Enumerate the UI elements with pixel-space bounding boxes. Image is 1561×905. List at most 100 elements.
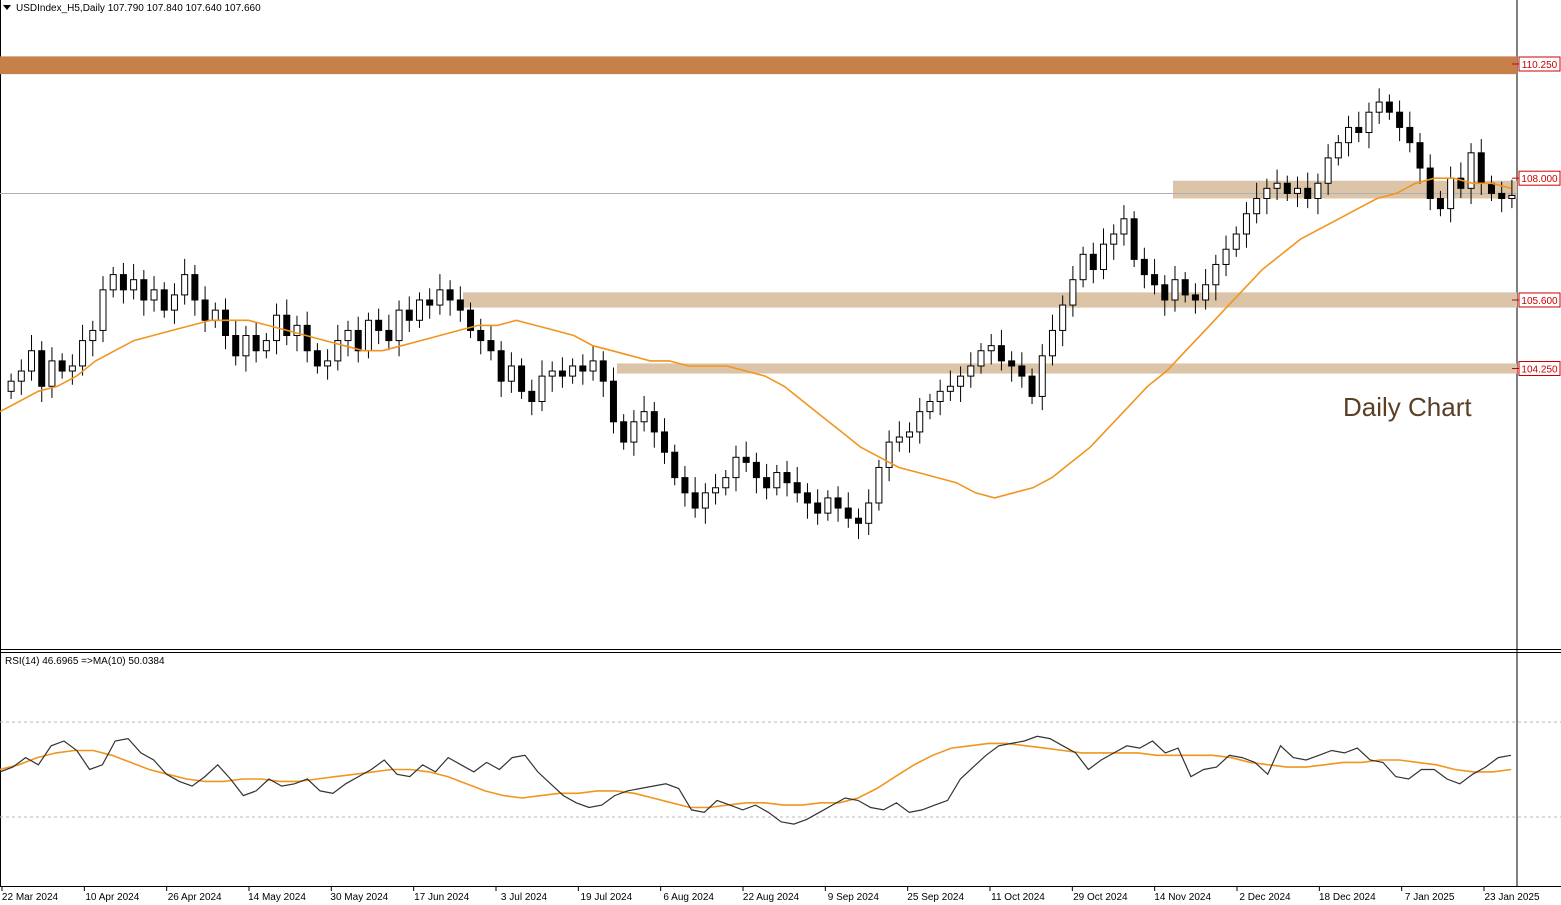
x-axis-label-text: 22 Aug 2024 — [743, 892, 800, 903]
candle-body-up — [150, 289, 158, 301]
candle-body-up — [262, 340, 270, 352]
candle — [661, 418, 669, 464]
candle — [130, 263, 138, 300]
candle-body-down — [191, 274, 199, 301]
candles-layer — [7, 88, 1516, 540]
candle — [1161, 275, 1169, 316]
candle — [701, 483, 709, 524]
candle — [548, 361, 556, 392]
candle — [487, 324, 495, 361]
candle — [334, 324, 342, 371]
price-label-text: 104.250 — [1521, 365, 1558, 376]
candle-body-down — [456, 299, 464, 311]
candle — [252, 321, 260, 363]
candle-body-up — [1365, 111, 1373, 134]
candle-body-down — [763, 477, 771, 489]
candle — [303, 311, 311, 363]
candle-body-up — [865, 502, 873, 524]
candle — [630, 410, 638, 456]
candle-body-up — [538, 375, 546, 402]
candle-body-up — [1467, 152, 1475, 189]
candle — [1151, 258, 1159, 295]
candle — [222, 298, 230, 350]
collapse-triangle-icon[interactable] — [3, 5, 11, 10]
candle — [191, 264, 199, 316]
candle-body-down — [1457, 177, 1465, 189]
x-axis-label-text: 18 Dec 2024 — [1319, 892, 1376, 903]
candle-body-up — [436, 289, 444, 306]
candle — [1396, 100, 1404, 142]
candle — [354, 316, 362, 363]
x-axis-label-text: 23 Jan 2025 — [1484, 892, 1539, 903]
candle — [1232, 226, 1240, 257]
candle-body-up — [364, 319, 372, 352]
candle-body-up — [906, 431, 914, 438]
candle-body-up — [1447, 177, 1455, 210]
candle — [1416, 133, 1424, 184]
price-label-text: 105.600 — [1521, 296, 1558, 307]
x-axis-label-text: 6 Aug 2024 — [663, 892, 714, 903]
candle — [467, 302, 475, 339]
x-axis-label: 26 Apr 2024 — [166, 886, 222, 903]
candle — [752, 452, 760, 494]
candle — [569, 358, 577, 384]
candle — [1436, 190, 1444, 217]
candle-body-down — [303, 324, 311, 352]
moving-average-line — [0, 177, 1512, 499]
candle — [477, 318, 485, 355]
symbol-header: USDIndex_H5,Daily 107.790 107.840 107.64… — [16, 3, 261, 14]
x-axis-label: 11 Oct 2024 — [989, 886, 1045, 903]
candle-body-down — [1089, 253, 1097, 271]
candle — [242, 325, 250, 372]
candle — [68, 354, 76, 385]
price-label: 108.000 — [1512, 170, 1561, 186]
candle-body-up — [1059, 304, 1067, 331]
rsi-header: RSI(14) 46.6965 =>MA(10) 50.0384 — [5, 656, 165, 667]
candle — [844, 492, 852, 528]
candle-body-down — [1416, 142, 1424, 169]
candle — [446, 280, 454, 316]
candle — [558, 357, 566, 388]
candle-body-down — [283, 314, 291, 337]
candle — [773, 464, 781, 496]
candle-body-down — [160, 289, 168, 311]
candle — [854, 508, 862, 540]
candle — [865, 489, 873, 535]
candle — [936, 379, 944, 416]
candle-body-down — [446, 289, 454, 301]
zone-105.600 — [463, 292, 1517, 308]
candle — [507, 352, 515, 393]
candle-body-up — [1232, 233, 1240, 250]
zone-104.250 — [617, 363, 1517, 374]
candle — [140, 270, 148, 316]
candle — [1140, 247, 1148, 289]
candle-body-up — [1171, 279, 1179, 301]
candle-body-down — [38, 350, 46, 387]
candle-body-down — [1151, 274, 1159, 286]
candle-body-down — [599, 360, 607, 382]
candle-body-up — [824, 497, 832, 514]
candle — [671, 444, 679, 486]
candle — [1048, 314, 1056, 366]
candle-body-down — [354, 329, 362, 352]
candle-body-up — [415, 299, 423, 321]
candle-body-down — [252, 335, 260, 352]
candle-body-down — [1018, 365, 1026, 377]
candle-body-down — [1396, 111, 1404, 128]
candle — [283, 299, 291, 346]
x-axis-label: 19 Jul 2024 — [577, 886, 633, 903]
candle-body-down — [467, 309, 475, 331]
x-axis-label-text: 30 May 2024 — [330, 892, 388, 903]
candle — [528, 379, 536, 416]
candle-body-up — [1038, 355, 1046, 397]
candle-body-up — [99, 289, 107, 331]
candle-body-up — [89, 329, 97, 342]
candle-body-down — [650, 411, 658, 433]
candle — [426, 288, 434, 319]
candle-body-up — [885, 441, 893, 468]
candle-body-down — [1181, 279, 1189, 296]
candle — [1293, 176, 1301, 208]
candle-body-down — [1477, 152, 1485, 184]
candle-body-up — [130, 279, 138, 291]
